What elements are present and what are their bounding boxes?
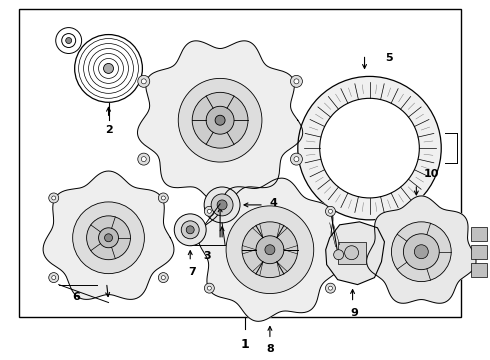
Circle shape — [141, 79, 146, 84]
Circle shape — [392, 222, 451, 282]
Circle shape — [415, 245, 428, 259]
Circle shape — [192, 92, 248, 148]
Polygon shape — [326, 222, 385, 285]
Circle shape — [52, 276, 56, 280]
Circle shape — [217, 200, 227, 210]
Text: 10: 10 — [423, 169, 439, 179]
Polygon shape — [43, 171, 174, 300]
Circle shape — [141, 157, 146, 162]
Circle shape — [334, 250, 343, 260]
Circle shape — [403, 234, 439, 270]
Circle shape — [344, 246, 359, 260]
Circle shape — [178, 78, 262, 162]
Circle shape — [226, 206, 314, 293]
Polygon shape — [367, 196, 476, 303]
Circle shape — [49, 273, 59, 283]
Polygon shape — [138, 41, 303, 204]
Text: 3: 3 — [203, 251, 211, 261]
Circle shape — [265, 245, 275, 255]
Text: 1: 1 — [241, 338, 249, 351]
Polygon shape — [198, 178, 342, 321]
Circle shape — [204, 187, 240, 223]
Circle shape — [138, 75, 150, 87]
Circle shape — [73, 202, 145, 274]
Circle shape — [66, 37, 72, 44]
Text: 8: 8 — [266, 345, 274, 354]
Circle shape — [52, 196, 56, 200]
Circle shape — [49, 193, 59, 203]
Bar — [471, 263, 487, 276]
Circle shape — [206, 106, 234, 134]
Bar — [471, 245, 487, 259]
Circle shape — [204, 206, 214, 216]
Circle shape — [174, 214, 206, 246]
Circle shape — [328, 209, 332, 213]
Circle shape — [294, 157, 299, 162]
Circle shape — [291, 75, 302, 87]
Bar — [471, 227, 487, 241]
Bar — [19, 9, 461, 318]
Circle shape — [298, 76, 441, 220]
Circle shape — [294, 79, 299, 84]
Circle shape — [98, 228, 119, 248]
Circle shape — [319, 98, 419, 198]
Circle shape — [186, 226, 194, 234]
Text: 4: 4 — [270, 198, 278, 208]
Circle shape — [256, 236, 284, 264]
Circle shape — [181, 221, 199, 239]
Circle shape — [138, 153, 150, 165]
Circle shape — [325, 283, 336, 293]
Circle shape — [328, 286, 332, 290]
Text: 6: 6 — [73, 292, 80, 302]
Text: 7: 7 — [188, 267, 196, 276]
Circle shape — [103, 63, 114, 73]
Circle shape — [291, 153, 302, 165]
Text: 5: 5 — [386, 54, 393, 63]
Circle shape — [158, 193, 168, 203]
Circle shape — [215, 115, 225, 125]
Text: 9: 9 — [351, 309, 359, 319]
Circle shape — [161, 196, 165, 200]
Bar — [338, 242, 366, 264]
Text: 2: 2 — [105, 125, 112, 135]
Circle shape — [242, 222, 298, 278]
Circle shape — [87, 216, 130, 260]
Circle shape — [204, 283, 214, 293]
Circle shape — [207, 286, 211, 290]
Circle shape — [207, 209, 211, 213]
Circle shape — [158, 273, 168, 283]
Circle shape — [104, 234, 113, 242]
Circle shape — [325, 206, 336, 216]
Circle shape — [161, 276, 165, 280]
Circle shape — [211, 194, 233, 216]
